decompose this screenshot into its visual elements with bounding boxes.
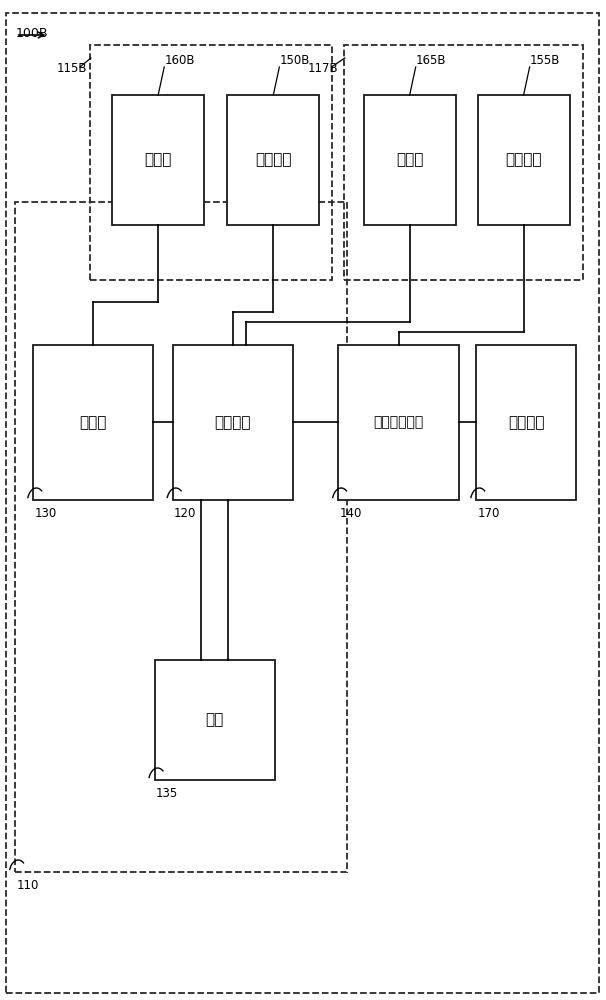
Bar [15,202,347,872]
Bar [173,345,293,500]
Text: 天线: 天线 [205,712,224,728]
Text: 控制电路: 控制电路 [215,415,251,430]
Text: 115B: 115B [56,62,87,75]
Text: 传感器: 传感器 [144,152,172,167]
Text: 150B: 150B [279,54,310,67]
Text: 100B: 100B [16,27,48,40]
Bar [33,345,153,500]
Text: 120: 120 [174,507,196,520]
Bar [112,95,204,225]
Text: 激发装置: 激发装置 [255,152,291,167]
Text: 160B: 160B [164,54,195,67]
Text: 110: 110 [16,879,39,892]
Bar [344,45,583,280]
Text: 能量收集装置: 能量收集装置 [374,416,424,430]
Bar [338,345,459,500]
Text: 155B: 155B [530,54,560,67]
Text: 收发器: 收发器 [79,415,107,430]
Text: 储能装置: 储能装置 [508,415,545,430]
Bar [227,95,319,225]
Text: 165B: 165B [416,54,446,67]
Text: 117B: 117B [308,62,339,75]
Bar [155,660,275,780]
Text: 170: 170 [478,507,500,520]
Bar [90,45,332,280]
Text: 激发装置: 激发装置 [505,152,542,167]
Text: 140: 140 [339,507,362,520]
Text: 135: 135 [156,787,178,800]
Bar [478,95,570,225]
Text: 传感器: 传感器 [396,152,424,167]
Bar [476,345,576,500]
Bar [364,95,456,225]
Text: 130: 130 [35,507,57,520]
